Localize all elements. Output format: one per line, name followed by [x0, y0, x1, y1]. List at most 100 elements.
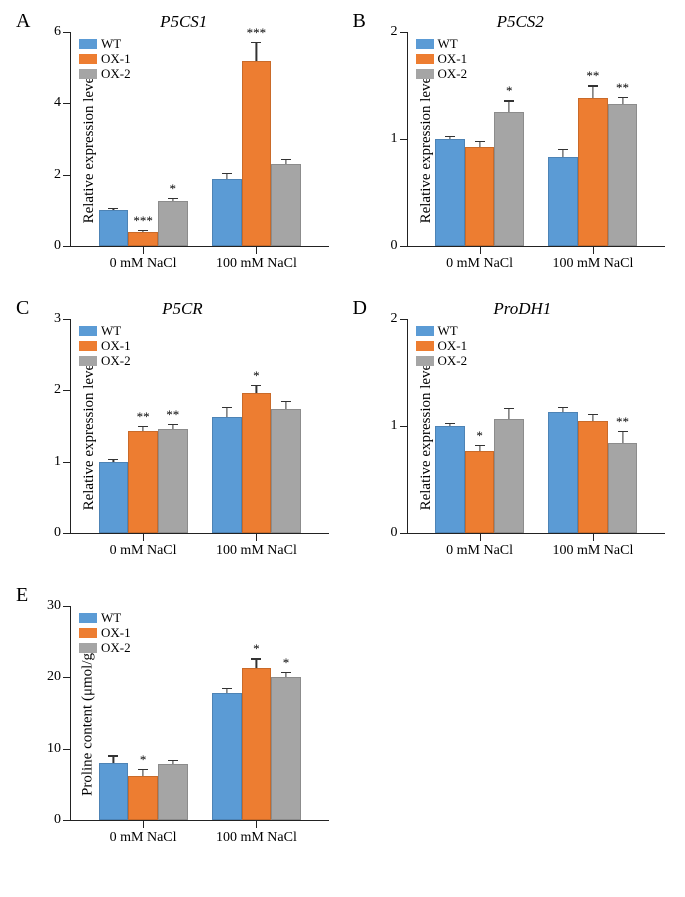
x-tick	[256, 533, 257, 541]
significance-marker: **	[586, 68, 599, 84]
bar	[99, 462, 129, 533]
legend-label: OX-1	[101, 625, 131, 640]
error-bar	[509, 102, 510, 113]
error-bar	[226, 174, 227, 179]
y-tick	[63, 606, 71, 607]
y-tick-label: 1	[54, 454, 61, 470]
chart-area: 0123WTOX-1OX-20 mM NaCl****100 mM NaCl*	[70, 319, 329, 534]
legend-label: OX-2	[438, 66, 468, 81]
y-tick	[400, 32, 408, 33]
legend-row: OX-1	[416, 338, 468, 353]
legend-label: OX-1	[438, 338, 468, 353]
y-tick	[63, 103, 71, 104]
error-bar	[285, 402, 286, 408]
x-category-label: 100 mM NaCl	[552, 256, 633, 272]
error-cap	[251, 385, 261, 386]
error-bar	[143, 427, 144, 431]
legend-row: OX-1	[79, 338, 131, 353]
legend-row: WT	[79, 610, 131, 625]
bar	[242, 668, 272, 820]
legend-swatch	[416, 341, 434, 351]
error-cap	[618, 431, 628, 432]
bar	[578, 421, 608, 533]
bar	[158, 429, 188, 533]
y-tick-label: 20	[47, 669, 61, 685]
panel-letter: D	[353, 297, 367, 320]
error-cap	[504, 100, 514, 101]
y-tick-label: 0	[54, 812, 61, 828]
y-tick	[63, 246, 71, 247]
x-tick	[480, 246, 481, 254]
legend-label: OX-2	[101, 640, 131, 655]
y-tick	[63, 390, 71, 391]
error-cap	[222, 688, 232, 689]
error-cap	[475, 141, 485, 142]
legend-row: OX-2	[79, 353, 131, 368]
error-bar	[256, 660, 257, 669]
x-category-label: 100 mM NaCl	[216, 543, 297, 559]
significance-marker: **	[166, 407, 179, 423]
x-category-label: 0 mM NaCl	[446, 256, 513, 272]
legend-label: OX-1	[438, 51, 468, 66]
y-tick	[63, 820, 71, 821]
legend-swatch	[416, 54, 434, 64]
legend-label: OX-2	[101, 66, 131, 81]
x-tick	[143, 820, 144, 828]
significance-marker: ***	[247, 25, 267, 41]
x-category-label: 0 mM NaCl	[110, 830, 177, 846]
legend-label: WT	[438, 36, 458, 51]
bar	[99, 210, 129, 246]
bar	[99, 763, 129, 820]
y-tick-label: 0	[54, 525, 61, 541]
legend: WTOX-1OX-2	[416, 323, 468, 368]
bar	[435, 426, 465, 533]
bar	[212, 417, 242, 533]
legend-label: OX-2	[438, 353, 468, 368]
error-cap	[504, 408, 514, 409]
error-cap	[138, 426, 148, 427]
legend-label: OX-1	[101, 51, 131, 66]
x-category-label: 0 mM NaCl	[110, 256, 177, 272]
error-cap	[445, 136, 455, 137]
error-bar	[113, 209, 114, 210]
y-tick-label: 2	[54, 382, 61, 398]
panel-e: EProline content (μmol/g)0102030WTOX-1OX…	[10, 584, 339, 859]
legend: WTOX-1OX-2	[416, 36, 468, 81]
error-bar	[622, 98, 623, 103]
bar	[212, 693, 242, 820]
x-category-label: 100 mM NaCl	[552, 543, 633, 559]
panel-title: P5CS1	[160, 12, 207, 32]
error-cap	[558, 407, 568, 408]
panel-d: DProDH1Relative expression level012WTOX-…	[347, 297, 676, 572]
y-tick-label: 1	[391, 131, 398, 147]
x-tick	[593, 533, 594, 541]
bar	[271, 677, 301, 820]
error-cap	[168, 198, 178, 199]
bar	[548, 412, 578, 533]
y-tick-label: 3	[54, 311, 61, 327]
panel-letter: B	[353, 10, 366, 33]
panel-a: AP5CS1Relative expression level0246WTOX-…	[10, 10, 339, 285]
error-cap	[475, 445, 485, 446]
error-bar	[113, 460, 114, 461]
y-tick-label: 2	[391, 24, 398, 40]
bar	[242, 61, 272, 246]
error-bar	[622, 432, 623, 443]
y-tick	[63, 677, 71, 678]
bar	[465, 451, 495, 533]
y-tick-label: 2	[54, 167, 61, 183]
legend-swatch	[416, 326, 434, 336]
error-cap	[618, 97, 628, 98]
error-bar	[226, 408, 227, 417]
error-bar	[285, 673, 286, 677]
x-category-label: 0 mM NaCl	[110, 543, 177, 559]
x-category-label: 0 mM NaCl	[446, 543, 513, 559]
significance-marker: **	[616, 414, 629, 430]
legend-swatch	[79, 341, 97, 351]
legend-label: WT	[101, 323, 121, 338]
legend-swatch	[79, 613, 97, 623]
error-bar	[172, 199, 173, 201]
x-category-label: 100 mM NaCl	[216, 830, 297, 846]
error-bar	[256, 386, 257, 393]
legend-swatch	[79, 69, 97, 79]
